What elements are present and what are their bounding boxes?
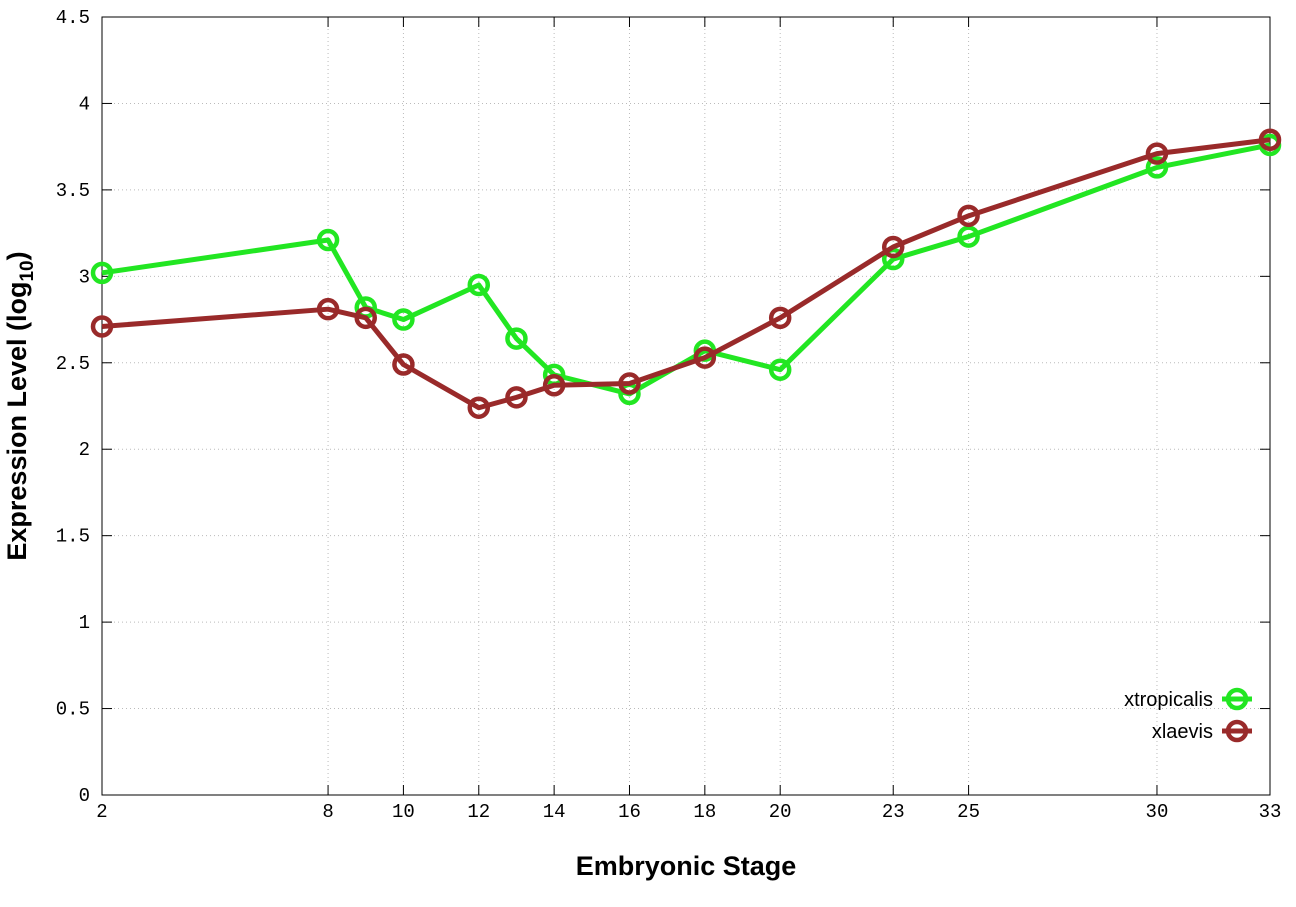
y-tick-label: 0.5 — [56, 699, 90, 721]
x-tick-label: 14 — [543, 801, 566, 823]
y-tick-label: 4.5 — [56, 7, 90, 29]
x-tick-label: 25 — [957, 801, 980, 823]
series-line — [101, 142, 1271, 397]
point — [505, 327, 528, 350]
x-tick-label: 12 — [467, 801, 490, 823]
series-line — [101, 137, 1271, 411]
point — [618, 372, 641, 395]
point — [542, 374, 566, 397]
y-tick-label: 1.5 — [56, 526, 90, 548]
point — [467, 273, 491, 297]
y-tick-label: 2.5 — [56, 353, 90, 375]
y-axis-label-end: ) — [2, 251, 32, 260]
point — [354, 306, 377, 330]
point — [316, 297, 340, 321]
legend-label: xtropicalis — [1124, 689, 1213, 711]
point — [316, 228, 340, 252]
x-tick-label: 30 — [1146, 801, 1169, 823]
point — [505, 386, 528, 409]
x-tick-label: 8 — [322, 801, 333, 823]
y-axis-label-sub: 10 — [17, 260, 38, 281]
y-axis-label-main: Expression Level (log — [2, 282, 32, 561]
point — [881, 247, 905, 271]
x-tick-label: 10 — [392, 801, 415, 823]
y-tick-label: 2 — [79, 439, 90, 461]
point — [90, 315, 114, 338]
point — [957, 204, 980, 228]
point — [1145, 156, 1169, 179]
point — [768, 306, 792, 330]
y-tick-label: 4 — [79, 93, 90, 115]
point — [392, 353, 415, 376]
x-tick-label: 23 — [882, 801, 905, 823]
legend-label: xlaevis — [1152, 721, 1213, 743]
point — [1145, 142, 1169, 165]
point — [1258, 128, 1282, 152]
point — [392, 308, 415, 331]
point — [881, 235, 905, 259]
point — [957, 225, 980, 248]
y-tick-label: 3 — [79, 266, 90, 288]
legend-marker — [1225, 719, 1249, 743]
x-tick-label: 20 — [769, 801, 792, 823]
x-axis-label: Embryonic Stage — [576, 851, 797, 881]
x-tick-label: 18 — [693, 801, 716, 823]
y-tick-label: 1 — [79, 612, 90, 634]
y-tick-label: 0 — [79, 785, 90, 807]
point — [467, 396, 491, 419]
plot-frame — [101, 16, 1271, 796]
x-tick-label: 33 — [1259, 801, 1282, 823]
legend-marker — [1225, 687, 1249, 711]
y-axis-label: Expression Level (log10) — [2, 251, 38, 560]
point — [768, 358, 792, 381]
point — [90, 261, 114, 285]
x-tick-label: 2 — [96, 801, 107, 823]
y-tick-label: 3.5 — [56, 180, 90, 202]
point — [693, 346, 717, 369]
x-tick-label: 16 — [618, 801, 641, 823]
